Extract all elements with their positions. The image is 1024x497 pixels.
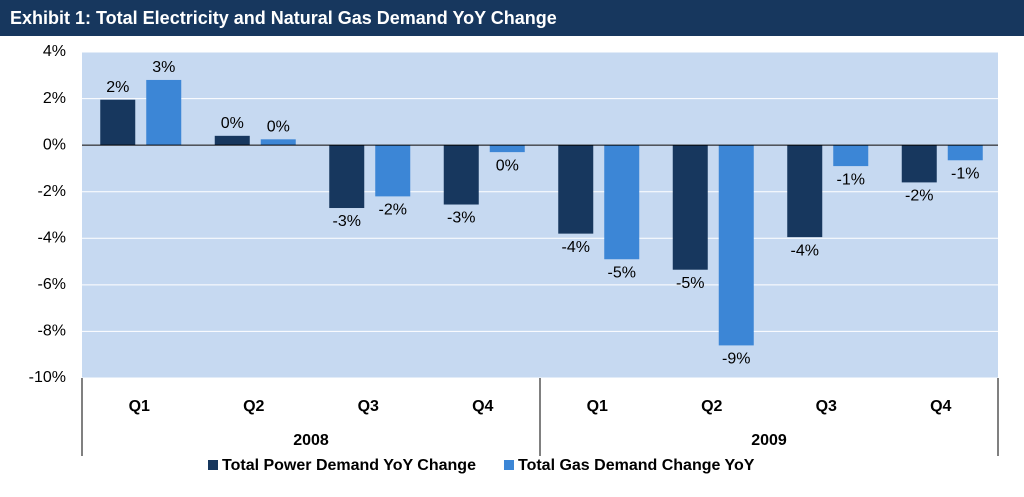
- y-tick-label: -2%: [38, 183, 66, 200]
- bar: [375, 145, 411, 197]
- legend-swatch: [503, 460, 514, 470]
- x-tick-label: Q4: [930, 398, 951, 415]
- legend-label: Total Power Demand YoY Change: [222, 457, 476, 474]
- data-label: -1%: [951, 165, 979, 182]
- bar: [718, 145, 754, 346]
- bar: [901, 145, 937, 183]
- data-label: 2%: [106, 79, 129, 96]
- data-label: -3%: [333, 213, 361, 230]
- group-label: 2008: [293, 432, 329, 449]
- data-label: -2%: [905, 188, 933, 205]
- x-tick-label: Q3: [816, 398, 837, 415]
- bar: [833, 145, 869, 167]
- bar: [489, 145, 525, 153]
- data-label: 0%: [267, 119, 290, 136]
- bar: [787, 145, 823, 238]
- plot-area: [82, 52, 998, 378]
- y-tick-label: -8%: [38, 323, 66, 340]
- bar: [100, 99, 136, 146]
- bar: [443, 145, 479, 205]
- y-tick-label: -10%: [29, 369, 66, 386]
- data-label: 0%: [496, 157, 519, 174]
- bar: [558, 145, 594, 234]
- bar: [604, 145, 640, 260]
- chart-title: Exhibit 1: Total Electricity and Natural…: [10, 8, 557, 28]
- x-tick-label: Q2: [243, 398, 264, 415]
- y-tick-label: 4%: [43, 43, 66, 60]
- x-tick-label: Q4: [472, 398, 493, 415]
- data-label: -1%: [837, 171, 865, 188]
- title-bar: [0, 0, 1024, 36]
- data-label: -2%: [379, 202, 407, 219]
- legend-label: Total Gas Demand Change YoY: [518, 457, 755, 474]
- data-label: -5%: [608, 264, 636, 281]
- bar: [260, 139, 296, 146]
- x-tick-label: Q1: [587, 398, 608, 415]
- bar: [329, 145, 365, 209]
- y-tick-label: 2%: [43, 90, 66, 107]
- data-label: -3%: [447, 210, 475, 227]
- bar: [146, 79, 182, 146]
- y-tick-label: -6%: [38, 276, 66, 293]
- bar: [672, 145, 708, 270]
- data-label: -9%: [722, 351, 750, 368]
- legend-swatch: [208, 460, 218, 470]
- x-tick-label: Q3: [358, 398, 379, 415]
- data-label: 3%: [152, 59, 175, 76]
- data-label: 0%: [221, 115, 244, 132]
- group-label: 2009: [751, 432, 787, 449]
- bar: [947, 145, 983, 161]
- x-tick-label: Q1: [129, 398, 150, 415]
- data-label: -4%: [791, 242, 819, 259]
- bar: [214, 135, 250, 146]
- y-tick-label: 0%: [43, 136, 66, 153]
- data-label: -4%: [562, 239, 590, 256]
- data-label: -5%: [676, 275, 704, 292]
- x-tick-label: Q2: [701, 398, 722, 415]
- y-tick-label: -4%: [38, 230, 66, 247]
